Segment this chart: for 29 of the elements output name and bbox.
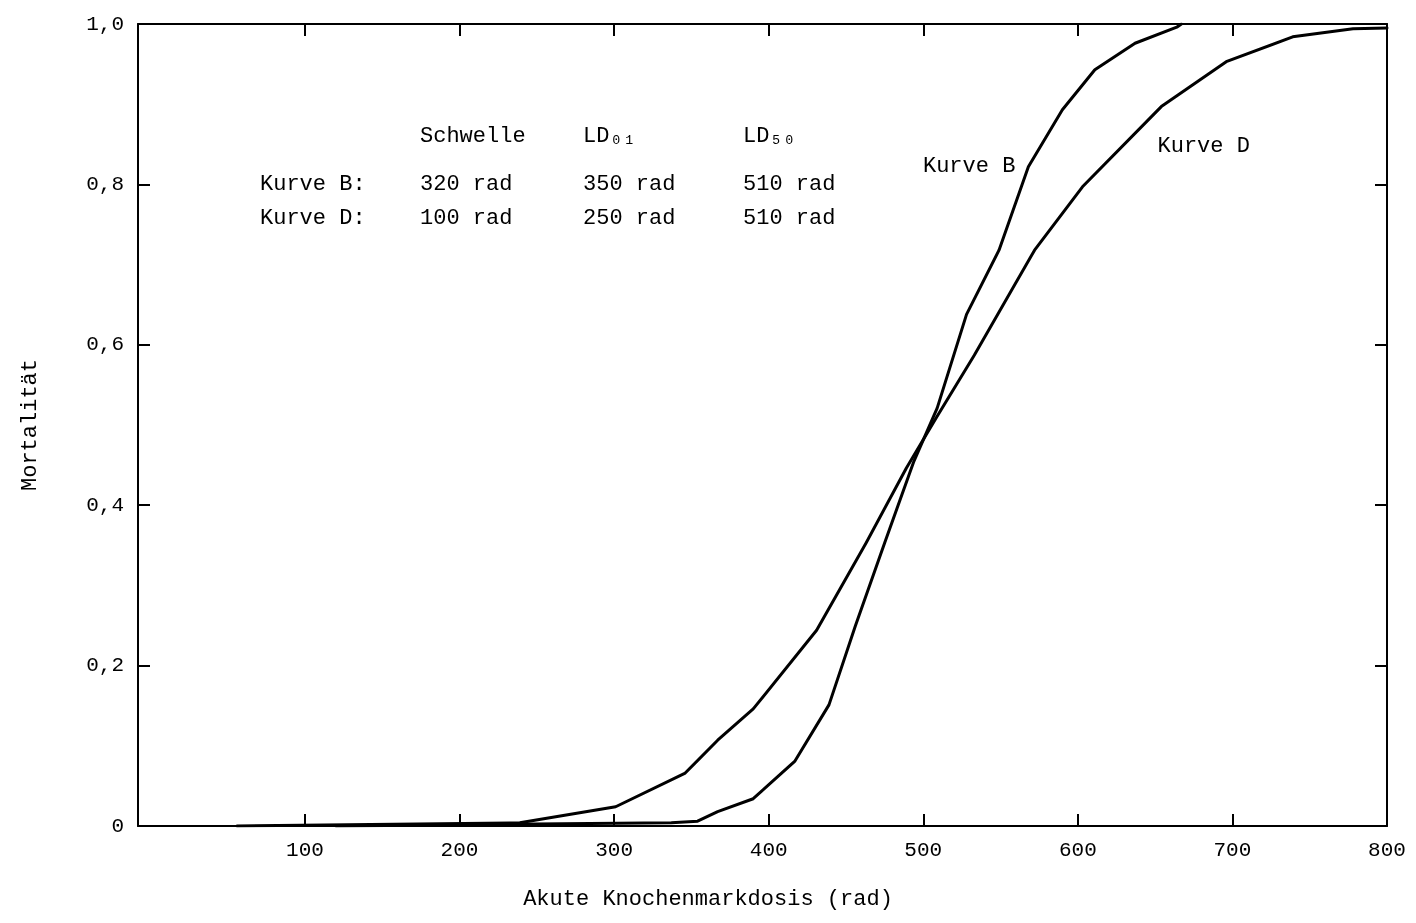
annotation: 510 rad: [743, 171, 836, 197]
y-tick-label: 1,0: [86, 12, 124, 36]
series-label: Kurve D: [1157, 134, 1250, 160]
x-tick-label: 500: [904, 839, 943, 862]
y-tick-label: 0,8: [86, 172, 124, 196]
annotation: Kurve B:: [260, 171, 366, 197]
annotation: 320 rad: [420, 171, 513, 197]
y-tick-label: 0: [111, 814, 124, 838]
series-label: Kurve B: [922, 154, 1016, 180]
y-axis-title: Mortalität: [17, 358, 43, 492]
x-tick-label: 400: [749, 839, 788, 862]
x-tick-label: 800: [1368, 839, 1406, 862]
annotation: LD₀₁: [583, 123, 636, 149]
y-tick-label: 0,2: [86, 654, 124, 678]
x-tick-label: 200: [440, 839, 479, 862]
annotation: 350 rad: [583, 171, 676, 197]
x-tick-label: 100: [286, 839, 324, 862]
annotation: Schwelle: [420, 123, 526, 149]
x-tick-label: 700: [1213, 839, 1252, 862]
annotation: 510 rad: [743, 205, 836, 231]
x-tick-label: 300: [595, 839, 634, 862]
x-tick-label: 600: [1058, 839, 1097, 862]
annotation: 250 rad: [583, 205, 676, 231]
y-tick-label: 0,6: [86, 333, 124, 357]
annotation: LD₅₀: [743, 123, 796, 149]
x-axis-title: Akute Knochenmarkdosis (rad): [523, 886, 893, 912]
annotation: Kurve D:: [260, 205, 366, 231]
annotation: 100 rad: [420, 205, 513, 231]
y-tick-label: 0,4: [86, 493, 124, 517]
